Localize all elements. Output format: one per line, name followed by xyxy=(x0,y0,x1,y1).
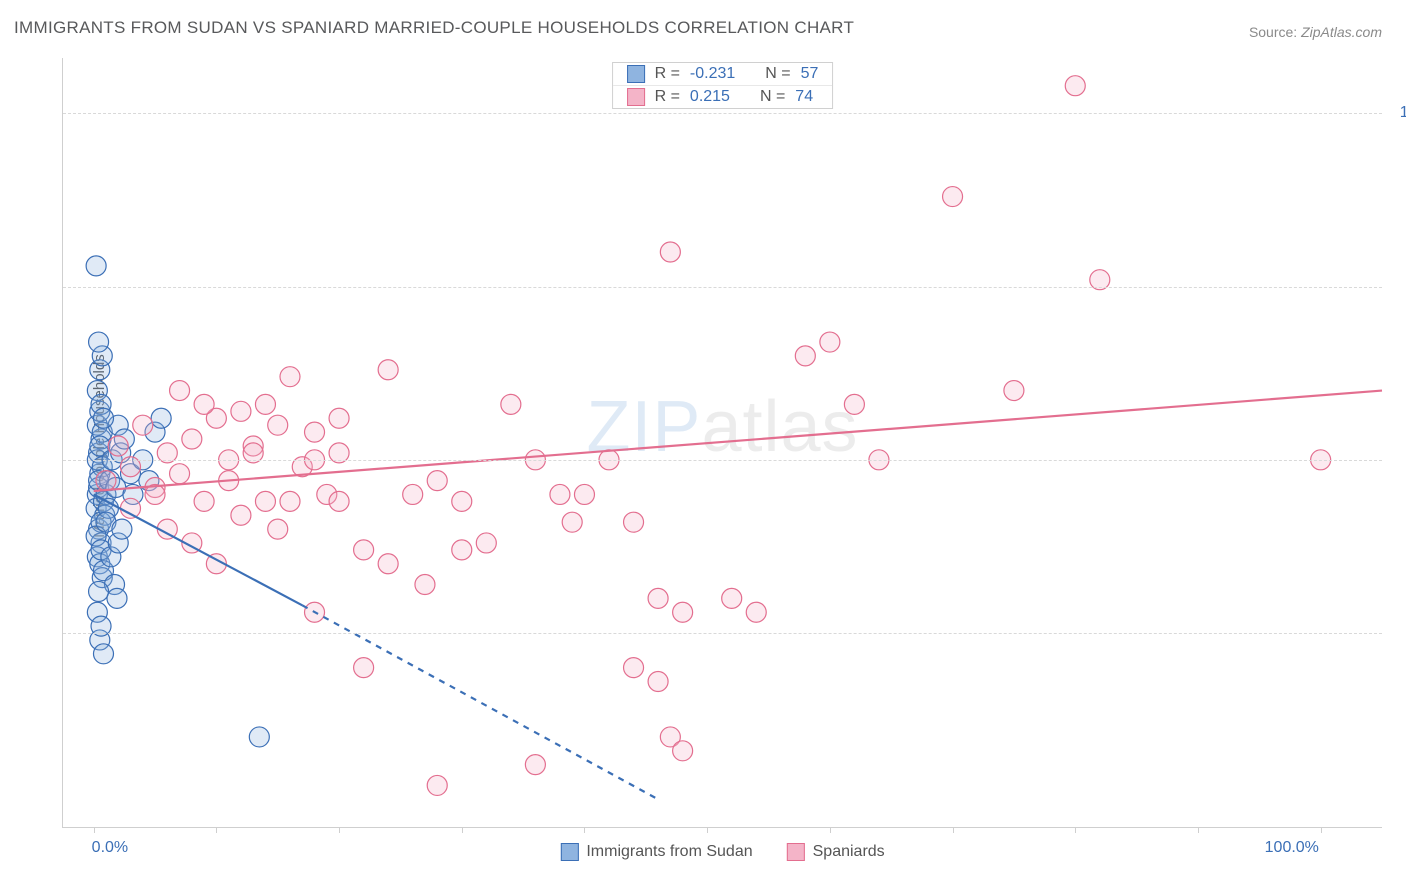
n-value-spaniards: 74 xyxy=(795,88,813,106)
legend-label-sudan: Immigrants from Sudan xyxy=(586,843,752,861)
legend-series: Immigrants from Sudan Spaniards xyxy=(560,843,884,861)
chart-container: IMMIGRANTS FROM SUDAN VS SPANIARD MARRIE… xyxy=(0,0,1406,892)
r-label-spaniards: R = xyxy=(655,88,680,106)
plot-svg xyxy=(63,58,1382,827)
swatch-spaniards-b xyxy=(787,843,805,861)
r-value-sudan: -0.231 xyxy=(690,65,735,83)
y-tick-label: 100.0% xyxy=(1400,104,1406,122)
r-value-spaniards: 0.215 xyxy=(690,88,730,106)
chart-title: IMMIGRANTS FROM SUDAN VS SPANIARD MARRIE… xyxy=(14,18,854,38)
legend-stats: R = -0.231 N = 57 R = 0.215 N = 74 xyxy=(612,62,834,109)
x-tick-label: 0.0% xyxy=(92,839,128,857)
source-label: Source: xyxy=(1249,24,1297,40)
n-label-spaniards: N = xyxy=(760,88,785,106)
source-attribution: Source: ZipAtlas.com xyxy=(1249,24,1382,40)
legend-item-sudan: Immigrants from Sudan xyxy=(560,843,752,861)
legend-stats-row-spaniards: R = 0.215 N = 74 xyxy=(613,85,833,108)
plot-area: ZIPatlas R = -0.231 N = 57 R = 0.215 N =… xyxy=(62,58,1382,828)
x-tick-label: 100.0% xyxy=(1265,839,1319,857)
legend-item-spaniards: Spaniards xyxy=(787,843,885,861)
swatch-spaniards xyxy=(627,88,645,106)
swatch-sudan xyxy=(627,65,645,83)
legend-stats-row-sudan: R = -0.231 N = 57 xyxy=(613,63,833,85)
swatch-sudan-b xyxy=(560,843,578,861)
source-value: ZipAtlas.com xyxy=(1301,24,1382,40)
n-label-sudan: N = xyxy=(765,65,790,83)
n-value-sudan: 57 xyxy=(801,65,819,83)
r-label-sudan: R = xyxy=(655,65,680,83)
legend-label-spaniards: Spaniards xyxy=(813,843,885,861)
